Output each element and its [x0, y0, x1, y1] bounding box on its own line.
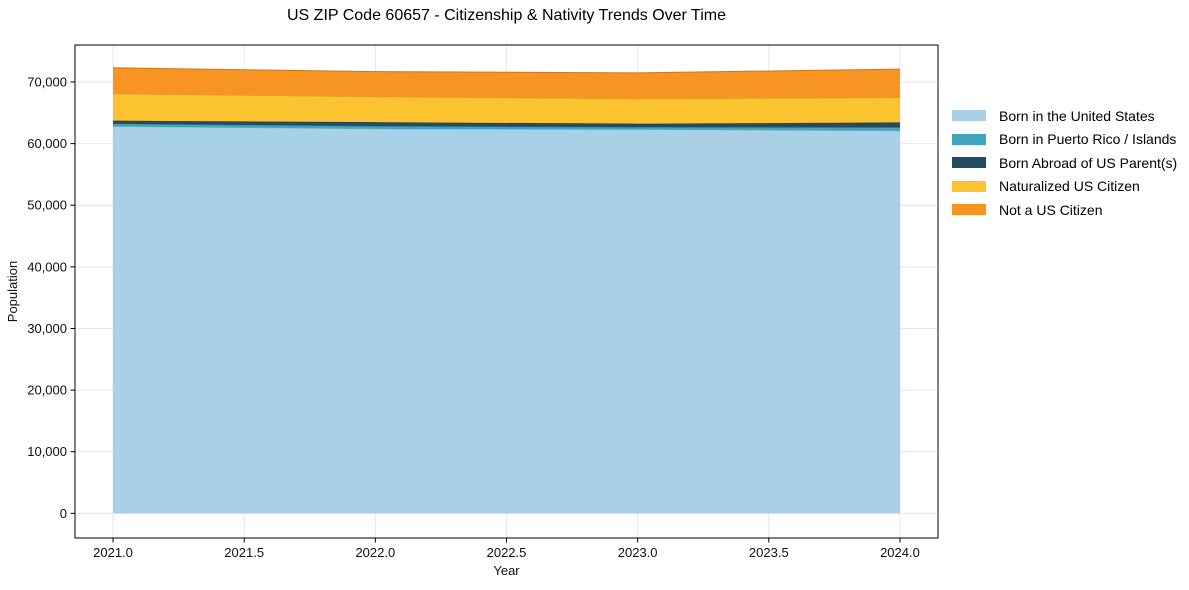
- x-tick-label: 2021.5: [224, 545, 264, 560]
- y-tick-label: 30,000: [27, 321, 67, 336]
- legend-swatch-born-in-puerto-rico-islands: [952, 133, 986, 145]
- plot-area: 2021.0 2021.5 2022.0 2022.5 2023.0 2023.5 2024…: [27, 44, 939, 560]
- legend-label: Born Abroad of US Parent(s): [999, 154, 1178, 171]
- y-tick-label: 70,000: [27, 74, 67, 89]
- x-tick-label: 2021.0: [93, 545, 133, 560]
- area-born-abroad-of-us-parent-s: [113, 120, 900, 128]
- y-tick-label: 40,000: [27, 259, 67, 274]
- plot-border: [74, 44, 939, 539]
- x-axis-label: Year: [493, 563, 520, 578]
- y-tick-label: 60,000: [27, 136, 67, 151]
- x-tick-label: 2022.0: [355, 545, 395, 560]
- area-born-in-the-united-states: [113, 126, 900, 514]
- legend-item-born-abroad-of-us-parent-s: Born Abroad of US Parent(s): [952, 151, 1177, 175]
- y-tick-label: 10,000: [27, 444, 67, 459]
- y-tick-label: 50,000: [27, 198, 67, 213]
- y-axis-label: Population: [5, 261, 20, 322]
- legend-label: Born in the United States: [999, 107, 1155, 124]
- legend-swatch-born-abroad-of-us-parent-s: [952, 157, 986, 169]
- legend-item-born-in-the-united-states: Born in the United States: [952, 104, 1177, 128]
- x-tick-label: 2024.0: [880, 545, 920, 560]
- x-tick-label: 2022.5: [487, 545, 527, 560]
- legend-swatch-born-in-the-united-states: [952, 110, 986, 122]
- legend-label: Not a US Citizen: [999, 201, 1103, 218]
- legend-swatch-naturalized-us-citizen: [952, 180, 986, 192]
- y-tick-label: 0: [60, 506, 67, 521]
- chart-title: US ZIP Code 60657 - Citizenship & Nativi…: [287, 7, 726, 24]
- x-tick-label: 2023.0: [618, 545, 658, 560]
- legend-label: Naturalized US Citizen: [999, 178, 1140, 195]
- area-edge-born-in-puerto-rico-islands: [113, 123, 900, 128]
- legend-swatch-not-a-us-citizen: [952, 204, 986, 216]
- area-born-in-puerto-rico-islands: [113, 123, 900, 131]
- area-not-a-us-citizen: [113, 67, 900, 99]
- area-edge-not-a-us-citizen: [113, 67, 900, 74]
- y-tick-label: 20,000: [27, 383, 67, 398]
- legend: Born in the United States Born in Puerto …: [952, 104, 1177, 222]
- legend-item-not-a-us-citizen: Not a US Citizen: [952, 198, 1177, 222]
- legend-label: Born in Puerto Rico / Islands: [999, 131, 1177, 148]
- x-tick-label: 2023.5: [749, 545, 789, 560]
- legend-item-naturalized-us-citizen: Naturalized US Citizen: [952, 175, 1177, 199]
- legend-item-born-in-puerto-rico-islands: Born in Puerto Rico / Islands: [952, 128, 1177, 152]
- area-naturalized-us-citizen: [113, 93, 900, 124]
